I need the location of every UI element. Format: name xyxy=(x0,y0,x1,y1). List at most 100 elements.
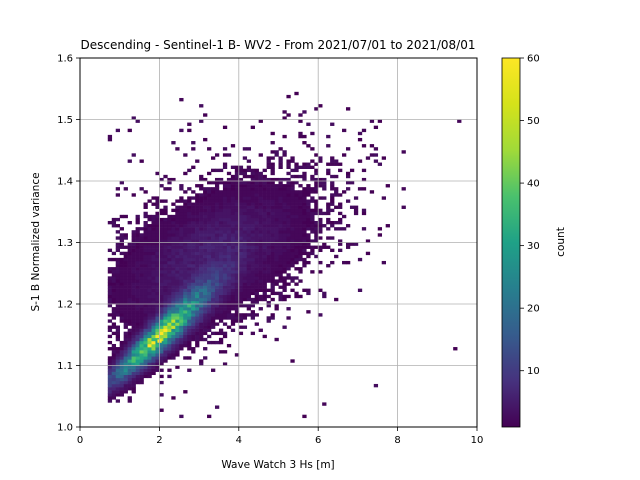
heatmap-cell xyxy=(187,337,192,342)
heatmap-cell xyxy=(238,205,244,209)
heatmap-cell xyxy=(270,297,275,302)
heatmap-cell xyxy=(187,297,192,302)
heatmap-cell xyxy=(119,291,124,296)
heatmap-cell xyxy=(135,347,140,351)
heatmap-cell xyxy=(338,220,343,225)
heatmap-cell xyxy=(214,190,220,194)
heatmap-cell xyxy=(234,260,240,265)
heatmap-cell xyxy=(298,236,303,240)
heatmap-cell xyxy=(163,356,168,360)
heatmap-cell xyxy=(123,322,128,326)
heatmap-cell xyxy=(242,239,248,243)
heatmap-cell xyxy=(123,319,128,323)
heatmap-cell xyxy=(250,282,255,286)
heatmap-cell xyxy=(151,260,156,265)
heatmap-cell xyxy=(155,322,160,326)
heatmap-cell xyxy=(195,220,200,225)
heatmap-cell xyxy=(119,304,124,308)
heatmap-cell xyxy=(195,184,200,188)
heatmap-cell xyxy=(111,331,117,336)
heatmap-cell xyxy=(191,267,196,271)
heatmap-cell xyxy=(135,316,140,320)
heatmap-cell xyxy=(242,273,248,277)
heatmap-cell xyxy=(381,156,386,160)
heatmap-cell xyxy=(286,199,291,203)
heatmap-cell xyxy=(238,300,244,305)
heatmap-cell xyxy=(266,199,271,203)
heatmap-cell xyxy=(183,356,188,360)
heatmap-cell xyxy=(266,260,271,265)
heatmap-cell xyxy=(191,273,196,277)
heatmap-cell xyxy=(115,224,120,228)
heatmap-cell xyxy=(175,337,180,342)
heatmap-cell xyxy=(218,270,224,274)
heatmap-cell xyxy=(214,193,220,197)
heatmap-cell xyxy=(246,239,252,243)
heatmap-cell xyxy=(214,257,220,262)
heatmap-cell xyxy=(306,208,311,213)
heatmap-cell xyxy=(111,288,117,292)
heatmap-cell xyxy=(326,227,331,231)
heatmap-cell xyxy=(238,257,244,262)
heatmap-cell xyxy=(211,257,216,262)
heatmap-cell xyxy=(135,282,140,286)
heatmap-cell xyxy=(183,242,188,246)
heatmap-cell xyxy=(254,217,259,222)
heatmap-cell xyxy=(191,313,196,317)
heatmap-cell xyxy=(211,307,216,311)
heatmap-cell xyxy=(179,220,184,225)
heatmap-cell xyxy=(143,300,148,305)
heatmap-cell xyxy=(171,300,176,305)
heatmap-cell xyxy=(123,257,128,262)
heatmap-cell xyxy=(115,362,120,366)
heatmap-cell xyxy=(230,300,236,305)
heatmap-cell xyxy=(234,294,240,299)
heatmap-cell xyxy=(274,202,279,206)
heatmap-cell xyxy=(254,227,259,231)
heatmap-cell xyxy=(290,230,295,234)
heatmap-cell xyxy=(171,260,176,265)
heatmap-cell xyxy=(155,257,160,262)
heatmap-cell xyxy=(298,224,303,228)
heatmap-cell xyxy=(242,304,248,308)
heatmap-cell xyxy=(183,217,188,222)
heatmap-cell xyxy=(115,399,120,403)
heatmap-cell xyxy=(119,236,124,240)
heatmap-cell xyxy=(139,356,144,360)
heatmap-cell xyxy=(191,347,196,351)
heatmap-cell xyxy=(139,264,144,268)
heatmap-cell xyxy=(310,227,315,231)
heatmap-cell xyxy=(286,239,291,243)
heatmap-cell xyxy=(167,304,172,308)
heatmap-cell xyxy=(266,276,271,280)
heatmap-cell xyxy=(115,337,120,342)
heatmap-cell xyxy=(115,356,120,360)
heatmap-cell xyxy=(274,270,279,274)
heatmap-cell xyxy=(314,245,319,249)
heatmap-cell xyxy=(290,260,295,265)
heatmap-cell xyxy=(175,233,180,237)
heatmap-cell xyxy=(127,383,132,388)
heatmap-cell xyxy=(183,307,188,311)
heatmap-cell xyxy=(155,331,160,336)
heatmap-cell xyxy=(179,239,184,243)
heatmap-cell xyxy=(334,159,339,163)
heatmap-cell xyxy=(203,300,208,305)
heatmap-cell xyxy=(143,359,148,363)
heatmap-cell xyxy=(286,251,291,256)
heatmap-cell xyxy=(143,365,148,369)
heatmap-cell xyxy=(135,288,140,292)
heatmap-cell xyxy=(131,313,136,317)
heatmap-cell xyxy=(322,181,327,185)
heatmap-cell xyxy=(262,257,267,262)
heatmap-cell xyxy=(167,316,172,320)
heatmap-cell xyxy=(250,267,255,271)
heatmap-cell xyxy=(115,350,120,354)
heatmap-cell xyxy=(163,267,168,271)
heatmap-cell xyxy=(131,304,136,308)
heatmap-cell xyxy=(453,347,458,351)
heatmap-cell xyxy=(266,205,271,209)
heatmap-cell xyxy=(238,313,244,317)
heatmap-cell xyxy=(234,236,240,240)
heatmap-cell xyxy=(147,273,152,277)
